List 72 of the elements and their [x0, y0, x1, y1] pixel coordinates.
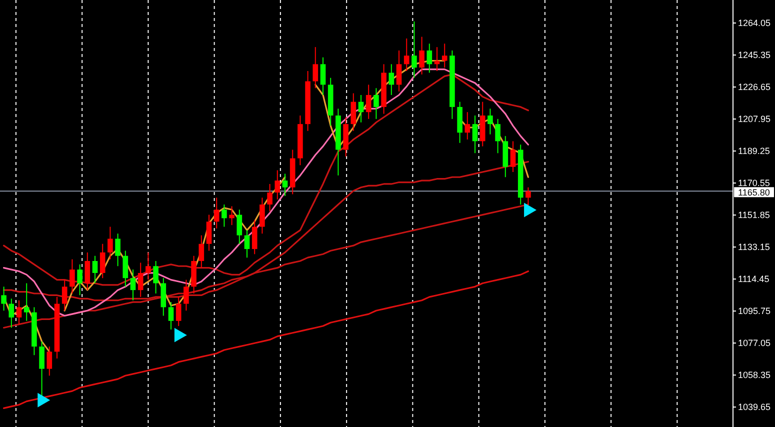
candlestick	[374, 88, 379, 120]
candlestick	[24, 282, 30, 322]
candlestick	[206, 214, 212, 252]
y-tick-label: 1226.65	[738, 82, 771, 92]
candlestick	[84, 252, 90, 291]
y-tick-label: 1114.45	[738, 274, 770, 284]
candlestick	[122, 250, 128, 288]
candlestick	[412, 20, 417, 78]
candlestick	[404, 38, 410, 72]
point	[38, 392, 50, 408]
candlestick	[464, 112, 470, 140]
candlestick	[108, 226, 113, 260]
candlestick	[70, 258, 75, 294]
ref-line-label: 1165.80	[738, 187, 770, 198]
candlestick	[92, 255, 98, 284]
candlestick	[472, 115, 478, 154]
y-tick-label: 1077.05	[738, 338, 771, 348]
y-tick-label: 1039.65	[738, 402, 771, 412]
candlestick	[350, 92, 356, 132]
candlestick	[488, 108, 493, 135]
y-tick-label: 1151.85	[738, 210, 770, 220]
candlestick	[358, 94, 364, 123]
candlestick	[146, 252, 151, 280]
candlestick	[312, 46, 318, 89]
y-tick-label: 1207.95	[738, 114, 771, 124]
line-series	[3, 270, 529, 409]
candlestick	[320, 56, 326, 96]
point	[174, 328, 187, 342]
candlestick	[236, 209, 242, 244]
candlestick	[8, 298, 14, 328]
y-tick-label: 1245.35	[738, 50, 771, 60]
y-tick-label: 1095.75	[738, 306, 771, 316]
y-tick-label: 1189.25	[738, 146, 770, 156]
candlestick	[252, 219, 258, 255]
candlestick	[138, 262, 144, 298]
y-tick-label: 1133.15	[738, 242, 770, 252]
candlestick	[62, 279, 68, 312]
candlestick	[426, 43, 432, 74]
candlestick	[115, 233, 120, 267]
candlestick	[39, 340, 44, 397]
candlestick	[260, 197, 265, 234]
candlestick	[229, 206, 234, 226]
candlestick	[388, 64, 394, 96]
candlestick	[222, 204, 227, 228]
candlestick	[130, 269, 136, 301]
candlestick	[510, 140, 516, 172]
candlestick	[214, 197, 220, 229]
candlestick	[198, 234, 204, 268]
point	[524, 202, 537, 218]
candlestick	[267, 183, 272, 212]
candlestick	[160, 278, 166, 316]
candlestick	[396, 50, 402, 92]
candlestick	[1, 286, 6, 312]
candlestick	[153, 260, 158, 294]
candlestick	[168, 302, 174, 330]
candlestick	[46, 346, 52, 376]
candlestick	[274, 170, 280, 200]
candlestick	[77, 264, 82, 296]
candlestick	[419, 36, 424, 75]
candlestick	[176, 296, 182, 327]
y-tick-label: 1170.55	[738, 178, 770, 188]
y-tick-label: 1058.35	[738, 370, 771, 380]
candlestick	[366, 84, 372, 120]
candlestick	[526, 186, 531, 206]
candlestick	[282, 173, 288, 196]
candlestick	[244, 230, 250, 258]
candlestick	[16, 300, 22, 325]
candlestick	[184, 279, 189, 312]
candlestick	[100, 243, 106, 279]
y-tick-label: 1264.05	[738, 18, 771, 28]
candlestick	[442, 43, 448, 68]
candlestick	[495, 118, 500, 154]
